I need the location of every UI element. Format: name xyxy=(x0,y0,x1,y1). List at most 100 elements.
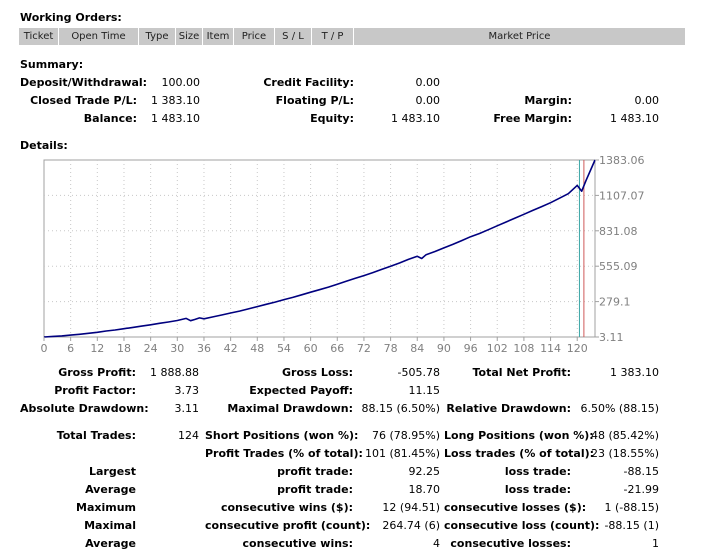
trades-value: 1 (-88.15) xyxy=(604,501,659,514)
balance-chart: 3.11 279.1 555.09 831.08 1107.07 1383.06 0 6 12… xyxy=(41,154,645,355)
x-axis-ticks: 0 6 12 18 24 30 36 42 48 54 60 66 72 78 84 90 96 102 108 11… xyxy=(41,337,588,355)
trades-label: Largest xyxy=(89,465,136,478)
free-margin-label: Free Margin: xyxy=(493,112,572,125)
trades-label: profit trade: xyxy=(277,483,353,496)
x-tick-label: 12 xyxy=(90,342,104,355)
trades-value: 264.74 (6) xyxy=(382,519,440,532)
x-tick-label: 30 xyxy=(170,342,184,355)
trades-value: -88.15 (1) xyxy=(604,519,659,532)
x-tick-label: 42 xyxy=(224,342,238,355)
trades-value: 23 (18.55%) xyxy=(590,447,659,460)
credit-label: Credit Facility: xyxy=(263,76,354,89)
trades-value: 76 (78.95%) xyxy=(371,429,440,442)
free-margin-value: 1 483.10 xyxy=(610,112,659,125)
balance-value: 1 483.10 xyxy=(151,112,200,125)
trades-label: Average xyxy=(85,537,136,550)
rows-value: 11.15 xyxy=(408,384,441,397)
equity-value: 1 483.10 xyxy=(391,112,440,125)
trades-label: Long Positions (won %): xyxy=(444,429,594,442)
rows-label: Expected Payoff: xyxy=(249,384,353,397)
rows-label: Maximal Drawdown: xyxy=(227,402,353,415)
x-tick-label: 102 xyxy=(487,342,508,355)
x-tick-label: 18 xyxy=(117,342,131,355)
trades-value: 18.70 xyxy=(408,483,441,496)
rows-value: 1 888.88 xyxy=(150,366,199,379)
trades-label: loss trade: xyxy=(504,465,571,478)
details-title: Details: xyxy=(20,139,68,152)
x-tick-label: 84 xyxy=(410,342,424,355)
trades-value: 101 (81.45%) xyxy=(364,447,440,460)
margin-label: Margin: xyxy=(524,94,572,107)
x-tick-label: 120 xyxy=(567,342,588,355)
rows-value: 3.73 xyxy=(174,384,200,397)
rows-label: Gross Profit: xyxy=(58,366,136,379)
rows-value: 88.15 (6.50%) xyxy=(361,402,440,415)
rows-label: Relative Drawdown: xyxy=(446,402,571,415)
summary-title: Summary: xyxy=(20,58,84,71)
x-tick-label: 36 xyxy=(197,342,211,355)
y-tick-label: 279.1 xyxy=(599,296,631,309)
column-header-market-price[interactable]: Market Price xyxy=(488,31,551,42)
trades-label: consecutive profit (count): xyxy=(205,519,371,532)
x-tick-label: 90 xyxy=(437,342,451,355)
trades-value: -21.99 xyxy=(623,483,659,496)
rows-value: 6.50% (88.15) xyxy=(580,402,659,415)
column-header-price[interactable]: Price xyxy=(234,28,275,45)
working-orders-title: Working Orders: xyxy=(20,11,122,24)
trades-label: Total Trades: xyxy=(56,429,136,442)
trades-value: 12 (94.51) xyxy=(382,501,440,514)
deposit-value: 100.00 xyxy=(161,76,201,89)
column-header-open-time[interactable]: Open Time xyxy=(59,28,139,45)
y-tick-label: 1383.06 xyxy=(599,154,645,167)
closed-trade-value: 1 383.10 xyxy=(151,94,200,107)
x-tick-label: 60 xyxy=(304,342,318,355)
y-tick-label: 1107.07 xyxy=(599,189,645,202)
orders-table-header: Ticket Open Time Type Size Item Price S … xyxy=(19,28,685,45)
x-tick-label: 66 xyxy=(330,342,344,355)
trades-label: Average xyxy=(85,483,136,496)
balance-line xyxy=(43,159,596,338)
x-tick-label: 0 xyxy=(41,342,48,355)
rows-label: Absolute Drawdown: xyxy=(20,402,149,415)
trades-value: 124 xyxy=(178,429,199,442)
trades-value: 1 xyxy=(652,537,659,550)
x-tick-label: 108 xyxy=(513,342,534,355)
rows-label: Gross Loss: xyxy=(282,366,353,379)
rows-value: 1 383.10 xyxy=(610,366,659,379)
rows-label: Profit Factor: xyxy=(54,384,136,397)
trades-label: consecutive loss (count): xyxy=(444,519,600,532)
balance-label: Balance: xyxy=(83,112,137,125)
y-tick-label: 831.08 xyxy=(599,225,638,238)
margin-value: 0.00 xyxy=(634,94,660,107)
rows-label: Total Net Profit: xyxy=(472,366,572,379)
y-axis-ticks: 3.11 279.1 555.09 831.08 1107.07 1383.06 xyxy=(595,154,645,344)
trades-label: Profit Trades (% of total): xyxy=(205,447,363,460)
x-tick-label: 114 xyxy=(540,342,561,355)
plot-area xyxy=(43,159,596,338)
column-header-ticket[interactable]: Ticket xyxy=(19,28,59,45)
column-header-sl[interactable]: S / L xyxy=(275,28,312,45)
x-tick-label: 6 xyxy=(67,342,74,355)
y-tick-label: 555.09 xyxy=(599,260,638,273)
trades-label: consecutive wins ($): xyxy=(220,501,353,514)
column-header-item[interactable]: Item xyxy=(203,28,234,45)
x-tick-label: 72 xyxy=(357,342,371,355)
trades-label: Loss trades (% of total): xyxy=(444,447,595,460)
trades-label: consecutive wins: xyxy=(242,537,353,550)
trades-label: consecutive losses: xyxy=(450,537,571,550)
closed-trade-label: Closed Trade P/L: xyxy=(30,94,137,107)
trades-label: Short Positions (won %): xyxy=(205,429,359,442)
trades-label: Maximal xyxy=(84,519,136,532)
credit-value: 0.00 xyxy=(415,76,441,89)
trades-label: Maximum xyxy=(76,501,136,514)
trades-value: 48 (85.42%) xyxy=(590,429,659,442)
floating-label: Floating P/L: xyxy=(275,94,354,107)
trades-label: loss trade: xyxy=(504,483,571,496)
column-header-size[interactable]: Size xyxy=(176,28,203,45)
x-tick-label: 78 xyxy=(384,342,398,355)
column-header-tp[interactable]: T / P xyxy=(312,28,354,45)
x-tick-label: 54 xyxy=(277,342,291,355)
y-tick-label: 3.11 xyxy=(599,331,624,344)
column-header-type[interactable]: Type xyxy=(139,28,176,45)
trades-value: 4 xyxy=(433,537,440,550)
